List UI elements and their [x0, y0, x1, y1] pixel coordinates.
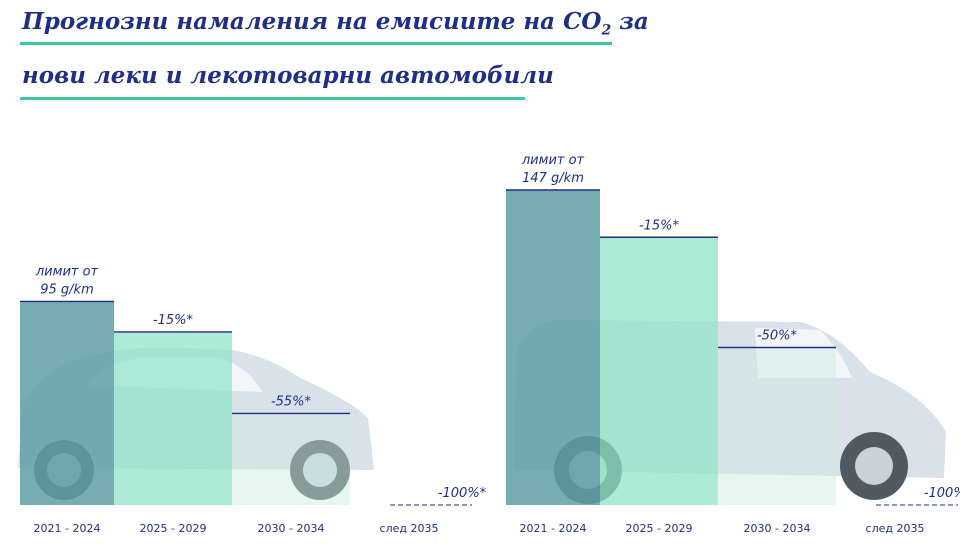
van-bar-group: лимит от 147 g/km 2021 - 2024 -15%* 2025 - 2… — [506, 153, 960, 535]
car-category-label: 2030 - 2034 — [258, 522, 325, 535]
van-category-label: 2025 - 2029 — [626, 522, 693, 535]
car-value-label: -55%* — [271, 394, 312, 409]
title-subscript: 2 — [601, 22, 612, 39]
car-category-label: след 2035 — [380, 522, 439, 535]
van-value-label: -50%* — [757, 329, 798, 344]
van-bar-2 — [600, 237, 718, 505]
van-value-label: -15%* — [639, 218, 680, 233]
car-bar-3 — [232, 413, 350, 505]
car-bar-group: лимит от 95 g/km 2021 - 2024 -15%* 2025 - 20… — [20, 264, 487, 535]
car-value-label: лимит от — [35, 264, 99, 279]
chart-title-line-2: нови леки и лекотоварни автомобили — [22, 62, 554, 89]
van-category-label: след 2035 — [866, 522, 925, 535]
van-value-label: 147 g/km — [522, 171, 584, 186]
bars-layer: лимит от 95 g/km 2021 - 2024 -15%* 2025 - 20… — [20, 153, 960, 535]
car-bar-1 — [20, 301, 114, 505]
car-value-label: 95 g/km — [40, 282, 94, 297]
title-text: Прогнозни намаления на емисиите на CO — [22, 8, 602, 35]
van-value-label: -100%* — [924, 486, 960, 501]
car-bar-2 — [114, 331, 232, 505]
title-underline-2 — [20, 97, 525, 100]
car-category-label: 2025 - 2029 — [140, 522, 207, 535]
car-category-label: 2021 - 2024 — [34, 522, 101, 535]
car-value-label: -100%* — [438, 486, 487, 501]
van-bar-3 — [718, 347, 836, 505]
van-category-label: 2030 - 2034 — [744, 522, 811, 535]
title-underline-1 — [20, 42, 612, 45]
van-category-label: 2021 - 2024 — [520, 522, 587, 535]
car-value-label: -15%* — [153, 313, 194, 328]
van-value-label: лимит от — [521, 153, 585, 168]
chart-title-line-1: Прогнозни намаления на емисиите на CO2 з… — [22, 8, 649, 39]
title-suffix: за — [611, 8, 649, 35]
van-bar-1 — [506, 190, 600, 505]
